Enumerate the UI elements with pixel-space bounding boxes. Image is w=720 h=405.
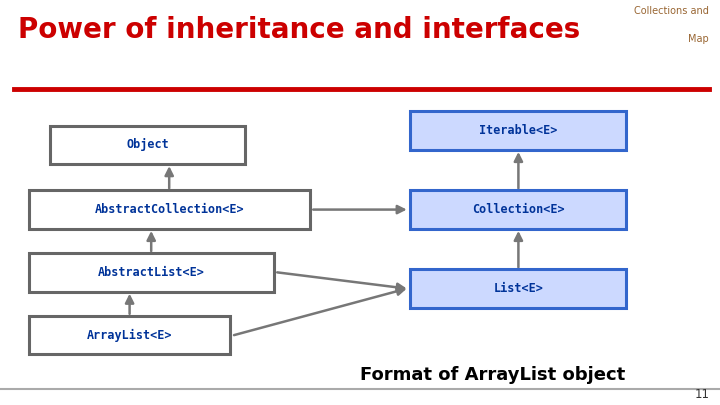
Text: AbstractList<E>: AbstractList<E> (98, 266, 204, 279)
Text: List<E>: List<E> (493, 282, 544, 295)
Text: Collection<E>: Collection<E> (472, 203, 564, 216)
Text: Map: Map (688, 34, 709, 45)
Text: 11: 11 (694, 388, 709, 401)
Text: Format of ArrayList object: Format of ArrayList object (360, 366, 625, 384)
Text: Iterable<E>: Iterable<E> (480, 124, 557, 137)
FancyBboxPatch shape (50, 126, 245, 164)
Text: Object: Object (126, 138, 169, 151)
FancyBboxPatch shape (410, 190, 626, 229)
FancyBboxPatch shape (29, 190, 310, 229)
FancyBboxPatch shape (29, 316, 230, 354)
FancyBboxPatch shape (410, 111, 626, 150)
FancyBboxPatch shape (410, 269, 626, 308)
Text: ArrayList<E>: ArrayList<E> (87, 328, 172, 342)
Text: Collections and: Collections and (634, 6, 709, 16)
FancyBboxPatch shape (29, 253, 274, 292)
Text: AbstractCollection<E>: AbstractCollection<E> (94, 203, 244, 216)
Text: Power of inheritance and interfaces: Power of inheritance and interfaces (18, 16, 580, 44)
